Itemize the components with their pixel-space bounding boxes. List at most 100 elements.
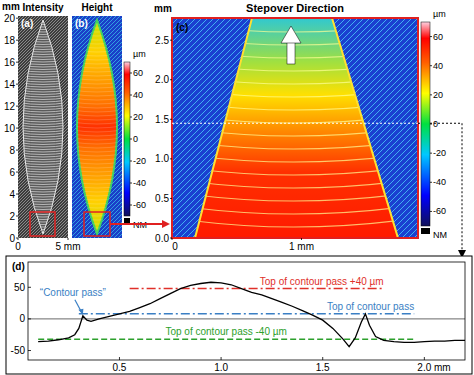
lens-track: [72, 62, 122, 64]
y-tick-label: 1.5: [155, 114, 169, 125]
y-tick: [16, 150, 18, 151]
texture-line: [72, 16, 122, 238]
lens-track: [18, 30, 68, 32]
lens-track: [18, 215, 68, 217]
plot-area: [28, 282, 465, 346]
colorbar-no-data-label: NM: [433, 230, 447, 240]
texture-line: [72, 16, 122, 238]
lens-track: [18, 128, 68, 130]
colorbar-tick: [430, 182, 432, 183]
annotation: “Contour pass”: [40, 287, 106, 298]
lens-tracks: [72, 22, 122, 232]
y-tick-label: 2.0: [155, 74, 169, 85]
lens-track: [18, 118, 68, 120]
lens-track: [18, 185, 68, 187]
colorbar-tick: [130, 73, 132, 74]
lens-track: [18, 188, 68, 190]
lens-track: [72, 190, 122, 192]
deposit-track: [180, 167, 410, 175]
y-tick: [16, 18, 18, 19]
lens-track: [18, 110, 68, 112]
colorbar-tick: [430, 94, 432, 95]
x-tick: [172, 238, 173, 240]
y-tick-label: 16: [4, 57, 16, 68]
zoom-arrow-head: [162, 220, 170, 228]
lens-track: [18, 98, 68, 100]
panel-label: (a): [21, 18, 33, 29]
colorbar-unit: µm: [133, 49, 146, 59]
colorbar-tick: [130, 139, 132, 140]
x-tick-label: 1.0: [214, 362, 228, 373]
y-tick-label: 2.5: [155, 35, 169, 46]
lens-track: [18, 115, 68, 117]
lens-track: [18, 173, 68, 175]
y-tick: [16, 216, 18, 217]
lens-track: [18, 223, 68, 225]
lens-track: [18, 105, 68, 107]
deposit-track: [180, 115, 410, 123]
y-tick-label: 50: [14, 282, 26, 293]
deposit-track: [180, 76, 410, 84]
lens-track: [72, 194, 122, 196]
image-background: [172, 18, 418, 238]
lens-track: [18, 100, 68, 102]
x-tick: [301, 238, 302, 240]
lens-track: [18, 220, 68, 222]
colorbar-no-data: [421, 228, 430, 234]
lens-track: [72, 138, 122, 140]
lens-track: [72, 110, 122, 112]
lens-track: [18, 138, 68, 140]
lens-track: [18, 170, 68, 172]
colorbar-tick: [130, 95, 132, 96]
deposit-track: [180, 180, 410, 188]
zoom-box: [30, 212, 55, 236]
lens-track: [18, 155, 68, 157]
lens-track: [18, 80, 68, 82]
y-tick: [28, 287, 31, 288]
texture-line: [186, 18, 406, 238]
y-tick-label: 14: [4, 79, 16, 90]
lens-track: [18, 218, 68, 220]
direction-arrow-head: [281, 26, 301, 43]
lens-track: [72, 178, 122, 180]
x-tick-label: 2.0 mm: [417, 362, 450, 373]
texture-line: [390, 18, 418, 238]
lens-track: [18, 213, 68, 215]
lens-track: [18, 60, 68, 62]
lens-track: [18, 150, 68, 152]
lens-track: [18, 135, 68, 137]
reference-line: [130, 288, 384, 290]
colorbar-tick-label: -40: [133, 178, 146, 188]
lens-track: [72, 198, 122, 200]
deposit-track: [180, 128, 410, 136]
lens-track: [72, 30, 122, 32]
lens-track: [18, 193, 68, 195]
lens-track: [18, 183, 68, 185]
lens-track: [18, 33, 68, 35]
lens-track: [18, 103, 68, 105]
deposit-track: [180, 24, 410, 32]
lens-track: [72, 70, 122, 72]
profile-line: [38, 282, 465, 346]
lens-track: [18, 40, 68, 42]
lens-track: [72, 170, 122, 172]
x-tick: [424, 357, 425, 360]
y-tick-label: -50: [11, 345, 26, 356]
y-tick-label: 1.0: [155, 153, 169, 164]
lens-track: [18, 120, 68, 122]
colorbar-tick-label: 60: [133, 68, 143, 78]
lens-track: [72, 78, 122, 80]
deposit: [195, 18, 398, 238]
y-tick-label: 18: [4, 35, 16, 46]
lens-track: [18, 63, 68, 65]
lens-track: [18, 133, 68, 135]
axis-unit: mm: [154, 3, 172, 14]
colorbar-tick-label: 40: [433, 61, 443, 71]
panel-title: Stepover Direction: [246, 2, 344, 14]
y-tick: [16, 84, 18, 85]
lens-track: [72, 42, 122, 44]
lens-track: [18, 65, 68, 67]
lens-track: [72, 186, 122, 188]
height-image: [72, 16, 122, 238]
panel-label: (d): [12, 261, 25, 272]
